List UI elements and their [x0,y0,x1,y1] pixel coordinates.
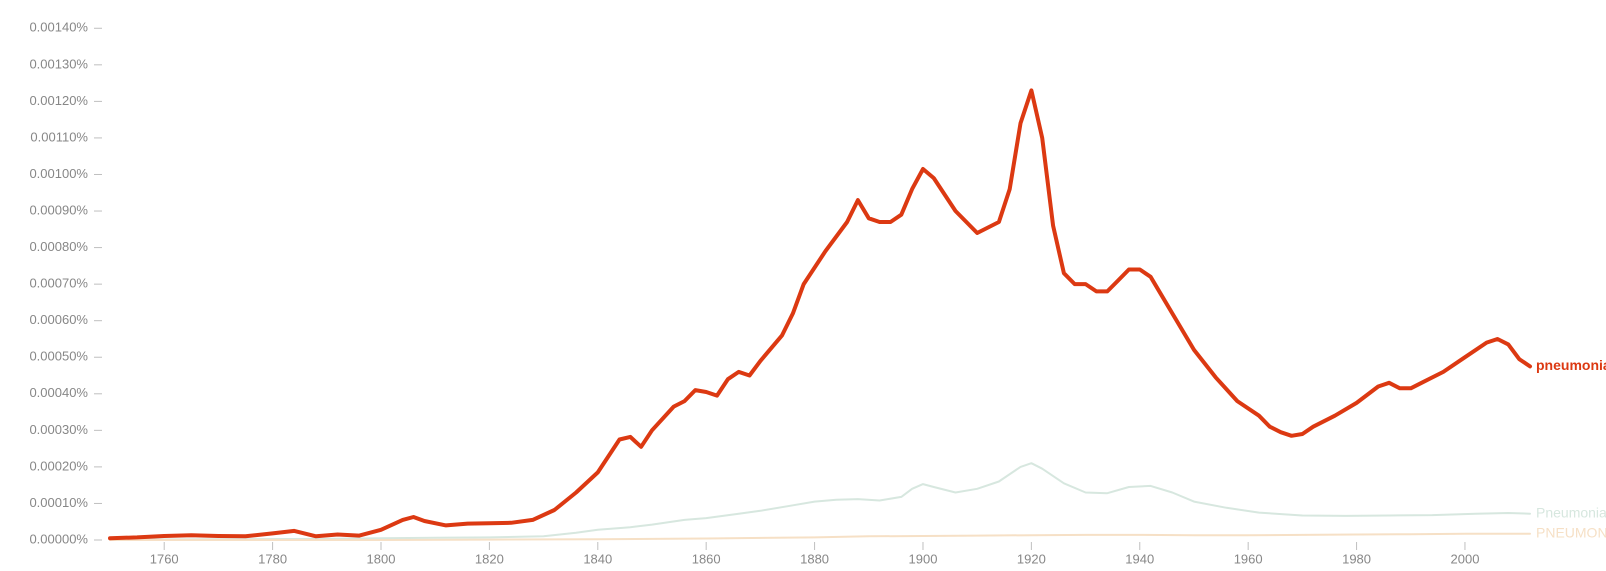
y-tick-label: 0.00030% [29,422,88,437]
x-tick-label: 1780 [258,552,287,567]
x-tick-label: 1820 [475,552,504,567]
series-label-pneumonia: pneumonia [1536,357,1606,373]
y-tick-label: 0.00010% [29,495,88,510]
y-tick-label: 0.00050% [29,349,88,364]
y-tick-label: 0.00110% [30,129,88,144]
x-tick-label: 1840 [583,552,612,567]
x-tick-label: 2000 [1451,552,1480,567]
series-line-Pneumonia [110,463,1530,539]
x-tick-label: 1880 [800,552,829,567]
y-tick-label: 0.00140% [29,20,88,35]
y-tick-label: 0.00090% [29,202,88,217]
series-label-PNEUMONIA: PNEUMONIA [1536,524,1606,540]
y-tick-label: 0.00040% [29,385,88,400]
series-label-Pneumonia: Pneumonia [1536,504,1606,520]
chart-svg: 0.00000% 0.00010% 0.00020% 0.00030% 0.00040%… [0,0,1606,571]
ngram-line-chart: 0.00000% 0.00010% 0.00020% 0.00030% 0.00040%… [0,0,1606,571]
x-tick-label: 1920 [1017,552,1046,567]
y-tick-label: 0.00120% [29,93,88,108]
x-tick-label: 1860 [692,552,721,567]
x-tick-label: 1960 [1234,552,1263,567]
y-tick-label: 0.00020% [29,458,88,473]
y-tick-label: 0.00000% [29,531,88,546]
y-tick-label: 0.00070% [29,276,88,291]
x-tick-label: 1980 [1342,552,1371,567]
y-tick-label: 0.00080% [29,239,88,254]
y-tick-label: 0.00100% [29,166,88,181]
x-tick-label: 1800 [367,552,396,567]
x-tick-label: 1900 [909,552,938,567]
y-tick-label: 0.00130% [29,56,88,71]
x-tick-label: 1940 [1125,552,1154,567]
y-tick-label: 0.00060% [29,312,88,327]
series-line-pneumonia [110,90,1530,538]
x-tick-label: 1760 [150,552,179,567]
